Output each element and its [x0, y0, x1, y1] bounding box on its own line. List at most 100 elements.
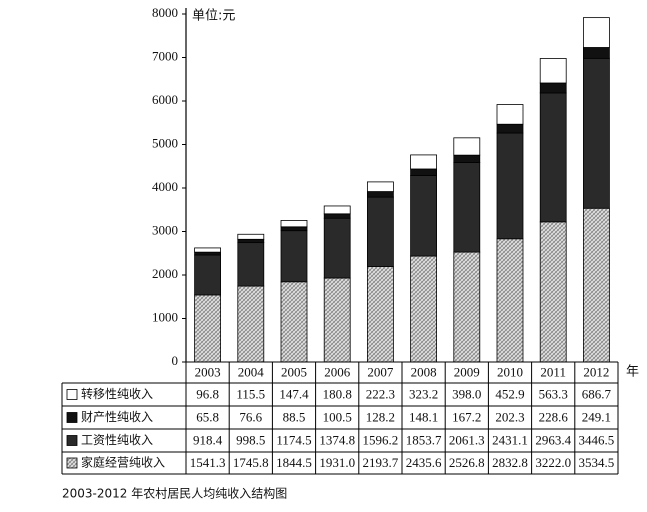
- x-tick-label: 2011: [540, 364, 566, 379]
- table-value: 148.1: [409, 409, 438, 424]
- x-tick-label: 2003: [195, 364, 221, 379]
- table-value: 3534.5: [579, 455, 615, 470]
- table-value: 222.3: [366, 386, 395, 401]
- legend-swatch: [66, 412, 78, 423]
- bar-segment: [496, 123, 524, 134]
- legend-label: 转移性纯收入: [81, 386, 153, 401]
- x-tick-label: 2006: [324, 364, 351, 379]
- bar-segment: [194, 247, 222, 253]
- bar-segment: [323, 205, 351, 215]
- table-value: 1931.0: [319, 455, 355, 470]
- bar-segment: [366, 181, 394, 192]
- bar-segment: [410, 154, 438, 170]
- bar-segment: [410, 255, 438, 363]
- bar-segment: [366, 196, 394, 267]
- y-tick-label: 7000: [152, 48, 178, 63]
- bar-segment: [280, 230, 308, 283]
- table-value: 96.8: [196, 386, 219, 401]
- bar-segment: [323, 277, 351, 363]
- table-value: 128.2: [366, 409, 395, 424]
- y-tick-label: 5000: [152, 135, 178, 150]
- bar-segment: [496, 132, 524, 240]
- y-tick-label: 8000: [152, 5, 178, 20]
- legend-label: 财产性纯收入: [81, 410, 153, 424]
- table-value: 686.7: [582, 386, 612, 401]
- table-value: 2431.1: [492, 432, 528, 447]
- y-tick-label: 0: [172, 353, 179, 368]
- bar-segment: [539, 221, 567, 363]
- bar-segment: [194, 251, 222, 256]
- table-value: 3222.0: [535, 455, 571, 470]
- table-value: 2193.7: [363, 455, 399, 470]
- table-value: 1745.8: [233, 455, 269, 470]
- table-value: 3446.5: [579, 432, 615, 447]
- x-axis-label: 年: [626, 365, 639, 380]
- table-value: 2963.4: [535, 432, 571, 447]
- legend-swatch: [66, 457, 78, 469]
- bar-segment: [583, 207, 610, 363]
- table-value: 249.1: [582, 409, 611, 424]
- bar-segment: [237, 233, 265, 240]
- bar-segment: [280, 281, 308, 363]
- x-tick-label: 2007: [367, 364, 394, 379]
- table-value: 76.6: [239, 409, 262, 424]
- y-tick-label: 6000: [152, 92, 178, 107]
- unit-label: 单位:元: [192, 9, 235, 24]
- bar-segment: [366, 266, 394, 363]
- bar-segment: [583, 47, 610, 59]
- x-tick-label: 2010: [497, 364, 523, 379]
- bar-segment: [237, 242, 265, 287]
- legend-label: 家庭经营纯收入: [81, 455, 165, 470]
- bar-segment: [453, 251, 481, 363]
- x-tick-label: 2012: [583, 364, 609, 379]
- bar-segment: [410, 168, 438, 176]
- table-value: 1374.8: [319, 432, 355, 447]
- bar-segment: [366, 191, 394, 198]
- bar-segment: [323, 217, 351, 279]
- table-value: 323.2: [409, 386, 438, 401]
- table-value: 167.2: [452, 409, 481, 424]
- bar-segment: [496, 238, 524, 363]
- table-value: 1174.5: [276, 432, 311, 447]
- table-value: 147.4: [279, 386, 309, 401]
- legend-label: 工资性纯收入: [81, 433, 153, 447]
- table-value: 202.3: [495, 409, 524, 424]
- table-value: 115.5: [236, 386, 265, 401]
- table-value: 228.6: [539, 409, 569, 424]
- legend-swatch: [66, 435, 78, 446]
- table-value: 100.5: [323, 409, 352, 424]
- bar-segment: [539, 58, 567, 84]
- table-value: 1853.7: [406, 432, 442, 447]
- table-value: 1541.3: [190, 455, 226, 470]
- y-tick-label: 2000: [152, 266, 178, 281]
- x-tick-label: 2005: [281, 364, 307, 379]
- table-value: 2435.6: [406, 455, 442, 470]
- bar-segment: [237, 238, 265, 244]
- table-value: 2526.8: [449, 455, 485, 470]
- bar-segment: [194, 294, 222, 363]
- caption: 2003-2012 年农村居民人均纯收入结构图: [62, 486, 287, 501]
- x-tick-label: 2004: [238, 364, 265, 379]
- table-value: 2061.3: [449, 432, 485, 447]
- x-tick-label: 2008: [411, 364, 437, 379]
- bar-segment: [539, 92, 567, 223]
- x-tick-label: 2009: [454, 364, 480, 379]
- bar-segment: [194, 254, 222, 296]
- bar-segment: [280, 226, 308, 232]
- bar-segment: [583, 17, 610, 48]
- legend-swatch: [66, 389, 78, 400]
- y-tick-label: 4000: [152, 179, 178, 194]
- table-value: 998.5: [236, 432, 265, 447]
- table-value: 563.3: [539, 386, 568, 401]
- table-value: 2832.8: [492, 455, 528, 470]
- bar-segment: [453, 137, 481, 156]
- bar-segment: [410, 175, 438, 257]
- bar-segment: [237, 285, 265, 363]
- table-value: 180.8: [323, 386, 352, 401]
- bar-segment: [453, 162, 481, 253]
- bar-segment: [453, 154, 481, 163]
- bar-segment: [539, 82, 567, 94]
- table-value: 88.5: [283, 409, 306, 424]
